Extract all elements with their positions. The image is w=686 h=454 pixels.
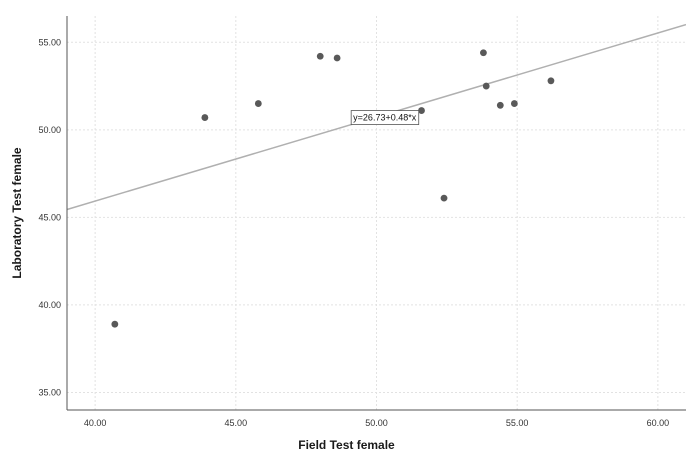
data-point-5: [418, 107, 425, 114]
equation-label-box: [350, 110, 420, 125]
data-point-10: [510, 100, 518, 107]
data-points: [111, 49, 555, 328]
equation-label-text: y=26.73+0.48*x: [353, 113, 417, 123]
data-point-4: [333, 54, 341, 62]
x-tick-labels: 40.00 45.00 50.00 55.00 60.00: [84, 418, 669, 428]
grid-lines: [67, 16, 686, 410]
data-point-2: [254, 100, 262, 107]
x-tick-label-2: 50.00: [365, 418, 388, 428]
data-point-3: [316, 52, 324, 60]
x-tick-label-4: 60.00: [647, 418, 670, 428]
axes: [66, 16, 686, 411]
data-point-11: [547, 77, 555, 85]
x-tick-label-0: 40.00: [84, 418, 107, 428]
data-point-1: [201, 114, 209, 121]
y-tick-label-0: 35.00: [38, 387, 61, 397]
x-axis-title: Field Test female: [298, 438, 395, 452]
y-tick-label-4: 55.00: [38, 37, 61, 47]
data-point-6: [440, 194, 448, 202]
x-tick-label-3: 55.00: [506, 418, 529, 428]
y-tick-label-2: 45.00: [38, 212, 61, 222]
x-tick-label-1: 45.00: [225, 418, 248, 428]
data-point-9: [496, 101, 504, 109]
y-tick-labels: 35.00 40.00 45.00 50.00 55.00: [38, 37, 61, 397]
data-point-8: [482, 82, 490, 90]
y-tick-label-1: 40.00: [38, 300, 61, 310]
y-tick-label-3: 50.00: [38, 125, 61, 135]
y-axis-title: Laboratory Test female: [10, 147, 24, 278]
data-point-7: [480, 49, 487, 57]
data-point-0: [111, 320, 119, 328]
equation-label: y=26.73+0.48*x: [350, 110, 420, 125]
